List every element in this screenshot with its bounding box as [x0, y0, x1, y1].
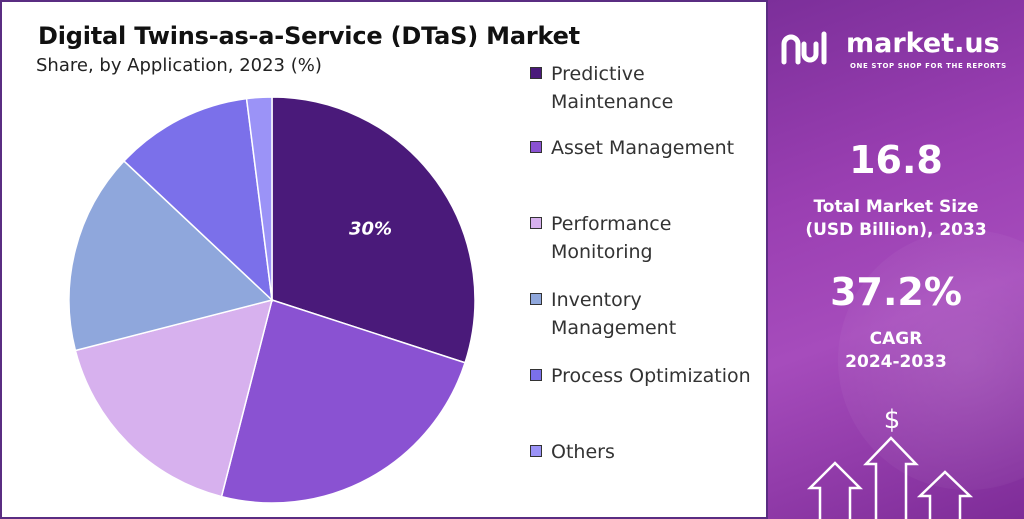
brand-tagline: ONE STOP SHOP FOR THE REPORTS — [850, 62, 1007, 70]
pie-slice-asset-management — [220, 299, 467, 504]
legend-label: Predictive Maintenance — [551, 63, 674, 113]
legend-label: Asset Management — [551, 137, 735, 159]
legend-swatch — [530, 445, 542, 457]
legend-swatch — [530, 141, 542, 153]
pie-slice-process-optimization — [122, 97, 274, 302]
pie-slice-others — [245, 96, 273, 301]
chart-subtitle: Share, by Application, 2023 (%) — [36, 55, 322, 76]
cagr-label: CAGR 2024-2033 — [845, 329, 947, 372]
chart-title: Digital Twins-as-a-Service (DTaS) Market — [38, 22, 580, 50]
market-size-value: 16.8 — [849, 138, 943, 182]
legend-swatch — [530, 293, 542, 305]
cagr-value: 37.2% — [830, 270, 962, 314]
market-size-label: Total Market Size (USD Billion), 2033 — [805, 197, 987, 240]
dollar-growth-arrows-icon: $ — [806, 405, 974, 519]
pie-slice-predictive-maintenance — [271, 96, 476, 364]
legend-swatch — [530, 369, 542, 381]
pie-data-label: 30% — [349, 218, 392, 239]
legend-label: Inventory Management — [551, 289, 677, 339]
stats-sidebar: market.us ONE STOP SHOP FOR THE REPORTS … — [768, 0, 1024, 519]
brand-logo: market.us ONE STOP SHOP FOR THE REPORTS — [778, 26, 1018, 76]
pie-chart: 30% — [68, 96, 476, 504]
legend-swatch — [530, 217, 542, 229]
brand-name: market.us — [846, 28, 1000, 59]
legend-swatch — [530, 67, 542, 79]
svg-text:$: $ — [884, 405, 901, 435]
pie-slice-performance-monitoring — [74, 298, 274, 498]
legend-label: Others — [551, 441, 615, 463]
legend-label: Performance Monitoring — [551, 213, 672, 263]
chart-panel: Digital Twins-as-a-Service (DTaS) Market… — [0, 0, 768, 519]
legend-label: Process Optimization — [551, 365, 751, 387]
pie-slice-inventory-management — [68, 159, 274, 352]
market-us-logo-icon — [781, 31, 827, 65]
